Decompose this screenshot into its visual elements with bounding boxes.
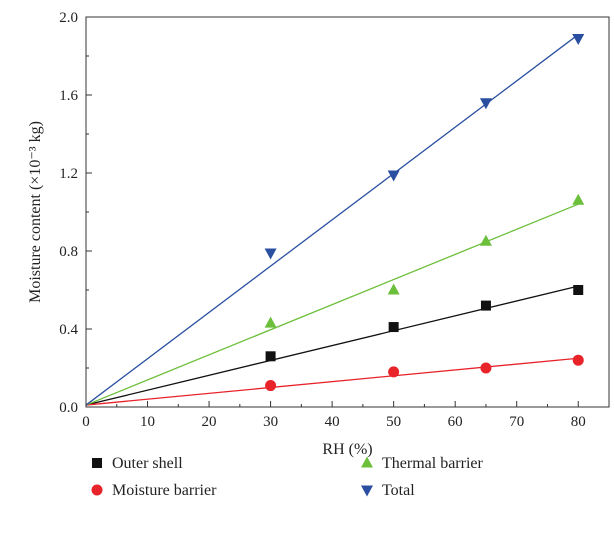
x-axis-title: RH (%)	[322, 441, 372, 458]
x-tick-label: 0	[82, 414, 90, 430]
total-fit-line	[85, 34, 579, 406]
thermal-barrier-point	[572, 193, 585, 205]
fit-lines	[85, 34, 579, 406]
x-tick-label: 80	[571, 414, 586, 430]
moisture-barrier-point	[572, 354, 584, 366]
total-point	[572, 33, 585, 45]
x-tick-label: 40	[325, 414, 340, 430]
outer-shell-point	[388, 322, 399, 333]
legend-thermal-barrier-marker	[361, 456, 373, 468]
legend: Outer shell Moisture barrier Thermal barri…	[91, 455, 484, 499]
thermal-barrier-fit-line	[85, 203, 579, 406]
outer-shell-fit-line	[85, 285, 579, 406]
y-tick-label: 0.0	[59, 400, 78, 416]
x-tick-label: 10	[140, 414, 155, 430]
legend-total-label: Total	[382, 482, 415, 499]
moisture-barrier-fit-line	[85, 357, 579, 406]
x-tick-label: 30	[263, 414, 278, 430]
thermal-barrier-point	[264, 316, 277, 328]
total-point	[387, 170, 400, 182]
plot-frame	[85, 16, 610, 408]
y-tick-label: 0.4	[59, 322, 78, 338]
legend-outer-shell-label: Outer shell	[112, 455, 183, 472]
outer-shell-point	[480, 300, 491, 311]
outer-shell-point	[265, 351, 276, 362]
legend-thermal-barrier-label: Thermal barrier	[382, 455, 484, 472]
legend-moisture-barrier-marker	[91, 484, 103, 496]
x-tick-label: 70	[509, 414, 524, 430]
y-tick-label: 1.6	[59, 88, 78, 104]
x-tick-label: 50	[386, 414, 401, 430]
legend-outer-shell-marker	[92, 458, 102, 468]
axis-ticks: 0 10 20 30 40 50 60 70 80 0.0 0.4 0.8 1.2 1.6 2.0	[59, 10, 585, 430]
data-markers	[264, 33, 585, 392]
y-tick-label: 2.0	[59, 10, 78, 26]
total-point	[264, 248, 277, 260]
thermal-barrier-point	[387, 283, 400, 295]
legend-total-marker	[361, 485, 373, 497]
moisture-barrier-point	[265, 380, 277, 392]
thermal-barrier-point	[479, 234, 492, 246]
x-tick-label: 20	[202, 414, 217, 430]
x-tick-label: 60	[448, 414, 463, 430]
y-axis-title: Moisture content (×10⁻³ kg)	[27, 121, 44, 303]
y-tick-label: 0.8	[59, 244, 78, 260]
total-point	[479, 98, 492, 110]
moisture-barrier-point	[388, 366, 400, 378]
outer-shell-point	[573, 285, 584, 295]
legend-moisture-barrier-label: Moisture barrier	[112, 482, 217, 499]
moisture-barrier-point	[480, 362, 492, 374]
y-tick-label: 1.2	[59, 166, 78, 182]
